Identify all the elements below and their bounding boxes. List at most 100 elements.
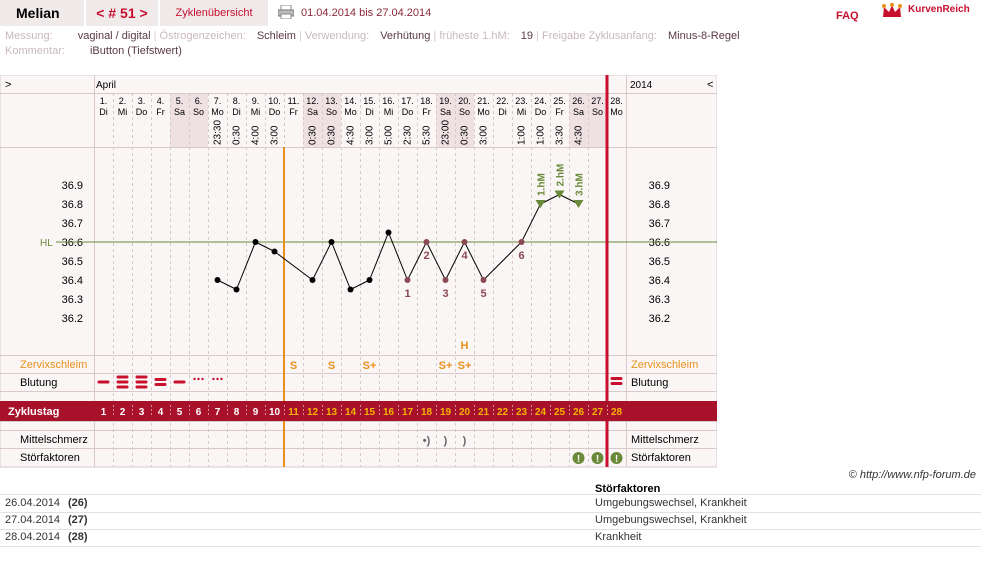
cycle-day-bar — [0, 401, 717, 421]
bleeding-mark — [610, 377, 623, 380]
tab-cycle-overview[interactable]: Zyklenübersicht — [160, 0, 268, 26]
day-weekday: Mo — [610, 107, 623, 117]
high-temp-marker — [573, 200, 584, 208]
row-date: 26.04.2014 — [5, 497, 61, 509]
copyright: © http://www.nfp-forum.de — [848, 469, 976, 481]
temp-segment — [445, 241, 465, 281]
cycle-day-number: 3 — [139, 407, 145, 418]
day-date: 20. — [458, 96, 471, 106]
day-weekday: Mo — [344, 107, 357, 117]
row-description: Umgebungswechsel, Krankheit — [595, 514, 747, 526]
nav-prev-button[interactable]: > — [5, 79, 11, 91]
y-tick-label: 36.6 — [62, 237, 83, 249]
date-range: 01.04.2014 bis 27.04.2014 — [301, 7, 432, 19]
measure-time: 3:30 — [555, 125, 566, 145]
y-tick-label-right: 36.7 — [649, 218, 670, 230]
stoer-label-right: Störfaktoren — [631, 452, 691, 464]
row-date: 28.04.2014 — [5, 531, 61, 543]
row-cycle-day: (26) — [68, 497, 88, 509]
day-weekday: Fr — [422, 107, 431, 117]
bleeding-spot — [193, 377, 196, 381]
release-value: Minus-8-Regel — [667, 30, 740, 42]
temp-point — [385, 229, 392, 236]
measure-time: 2:30 — [403, 125, 414, 145]
measure-time: 23:00 — [441, 120, 452, 145]
measure-time: 0:30 — [232, 125, 243, 145]
month-label: April — [96, 80, 116, 91]
bleeding-mark — [610, 382, 623, 385]
measure-label: Messung: — [5, 30, 53, 42]
weekend-shade — [322, 93, 341, 147]
release-label: Freigabe Zyklusanfang: — [541, 30, 657, 42]
day-weekday: Do — [535, 107, 547, 117]
day-date: 7. — [214, 96, 222, 106]
cycle-day-number: 14 — [345, 407, 357, 418]
cycle-day-number: 26 — [573, 407, 585, 418]
bleeding-mark — [116, 385, 129, 389]
day-weekday: Mi — [384, 107, 394, 117]
measure-time: 23:30 — [213, 120, 224, 145]
day-weekday: So — [193, 107, 204, 117]
estrogen-value: Schleim — [256, 30, 296, 42]
day-date: 11. — [288, 96, 300, 106]
day-date: 15. — [363, 96, 376, 106]
high-temp-label: 1.hM — [537, 173, 548, 196]
temp-segment — [388, 232, 408, 281]
day-weekday: Sa — [440, 107, 451, 117]
alert-icon[interactable] — [610, 452, 623, 464]
nav-next-button[interactable]: < — [707, 79, 713, 91]
day-weekday: So — [326, 107, 337, 117]
high-temp-label: 3.hM — [575, 173, 586, 196]
cycle-day-number: 18 — [421, 407, 433, 418]
bleeding-spot — [212, 377, 215, 381]
temp-segment — [369, 232, 389, 281]
use-value: Verhütung — [380, 30, 431, 42]
comment-value: iButton (Tiefstwert) — [89, 45, 182, 57]
bleeding-spot — [216, 377, 219, 381]
day-weekday: Di — [99, 107, 108, 117]
temp-point — [328, 239, 335, 245]
y-tick-label: 36.3 — [62, 294, 83, 306]
temp-segment — [274, 251, 313, 281]
day-weekday: Do — [402, 107, 414, 117]
alert-icon[interactable] — [572, 452, 585, 464]
row-cycle-day: (27) — [68, 514, 88, 526]
day-date: 21. — [477, 96, 490, 106]
hl-label: HL — [40, 238, 53, 249]
day-date: 6. — [195, 96, 203, 106]
weekend-shade — [588, 93, 607, 147]
mucus-value: S+ — [439, 360, 453, 372]
mittelschmerz-mark: •) — [423, 435, 431, 447]
day-date: 27. — [591, 96, 604, 106]
printer-icon[interactable] — [278, 5, 294, 19]
cycle-day-number: 13 — [326, 407, 338, 418]
temp-point — [347, 286, 354, 293]
y-tick-label: 36.8 — [62, 199, 83, 211]
alert-icon[interactable] — [591, 452, 604, 464]
bleeding-spot — [201, 377, 204, 381]
day-date: 4. — [157, 96, 165, 106]
bleeding-mark — [135, 385, 148, 389]
hm-label: früheste 1.hM: — [439, 30, 510, 42]
bleeding-mark — [154, 383, 167, 386]
weekend-shade — [569, 93, 588, 147]
logo[interactable]: KurvenReich — [908, 4, 970, 15]
y-tick-label-right: 36.3 — [649, 294, 670, 306]
measure-time: 0:30 — [327, 125, 338, 145]
day-date: 26. — [572, 96, 585, 106]
mucus-extra-value: H — [461, 340, 469, 352]
mucus-value: S — [328, 360, 335, 372]
estrogen-label: Östrogenzeichen: — [159, 30, 246, 42]
temp-segment — [426, 241, 446, 281]
measure-time: 5:00 — [384, 125, 395, 145]
cycle-navigator[interactable]: < # 51 > — [86, 0, 158, 26]
row-description: Umgebungswechsel, Krankheit — [595, 497, 747, 509]
cycle-day-number: 24 — [535, 407, 547, 418]
cycle-day-number: 11 — [288, 407, 299, 418]
day-date: 25. — [553, 96, 566, 106]
mittelschmerz-label: Mittelschmerz — [20, 434, 88, 446]
day-weekday: Sa — [174, 107, 185, 117]
cycle-day-number: 5 — [177, 407, 183, 418]
bleeding-mark — [135, 380, 148, 384]
faq-link[interactable]: FAQ — [836, 10, 859, 22]
